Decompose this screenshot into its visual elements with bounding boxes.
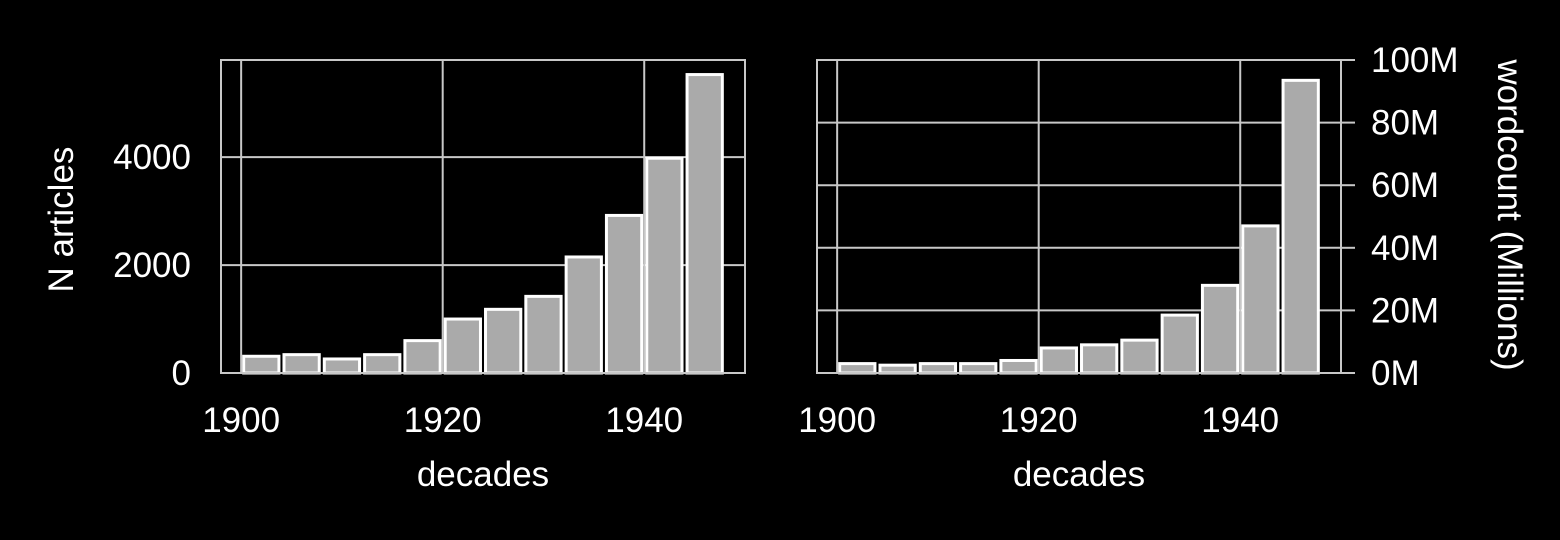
articles-chart: 1900 1920 1940 decades 0 2000 4000 N articles [42,59,746,494]
bar [1080,343,1119,375]
bar [403,339,442,375]
y-axis-label: wordcount (Millions) [1490,58,1529,370]
bar [1160,313,1199,375]
bar [322,357,362,375]
bar [685,73,724,375]
bar [443,317,482,375]
bar [1281,78,1320,375]
y-tick-label: 0M [1371,354,1420,393]
bar [1120,338,1159,375]
wordcount-chart: 1900 1920 1940 decades 0M 20M 40M 60M 80M 100M wor… [798,41,1529,494]
bar [878,363,917,375]
bar [838,362,877,375]
x-tick-label: 1920 [1000,401,1078,440]
bar [1241,224,1280,375]
bar [999,358,1038,375]
x-tick-label: 1940 [1201,401,1279,440]
bar [363,353,402,375]
y-axis-label: N articles [42,147,81,293]
bar [524,294,563,375]
y-tick-label: 20M [1371,291,1439,330]
bar [645,156,684,375]
bar [604,213,644,375]
bar [242,354,281,375]
x-tick-label: 1940 [605,401,683,440]
y-tick-label: 4000 [113,138,191,177]
bar [1039,346,1078,375]
plot-frame [816,59,1342,374]
y-tick-label: 80M [1371,104,1439,143]
bar [564,255,603,375]
x-tick-label: 1900 [202,401,280,440]
y-tick-label: 40M [1371,229,1439,268]
x-tick-label: 1900 [798,401,876,440]
plot-frame [220,59,746,374]
bar [484,307,523,375]
y-tick-label: 100M [1371,41,1459,80]
bar [918,362,958,375]
x-axis-label: decades [417,455,549,494]
bar [282,353,321,375]
y-tick-label: 2000 [113,246,191,285]
bar [1200,283,1240,375]
bar [959,362,998,375]
x-tick-label: 1920 [404,401,482,440]
x-axis-label: decades [1013,455,1145,494]
y-tick-label: 0 [172,354,191,393]
y-tick-label: 60M [1371,166,1439,205]
